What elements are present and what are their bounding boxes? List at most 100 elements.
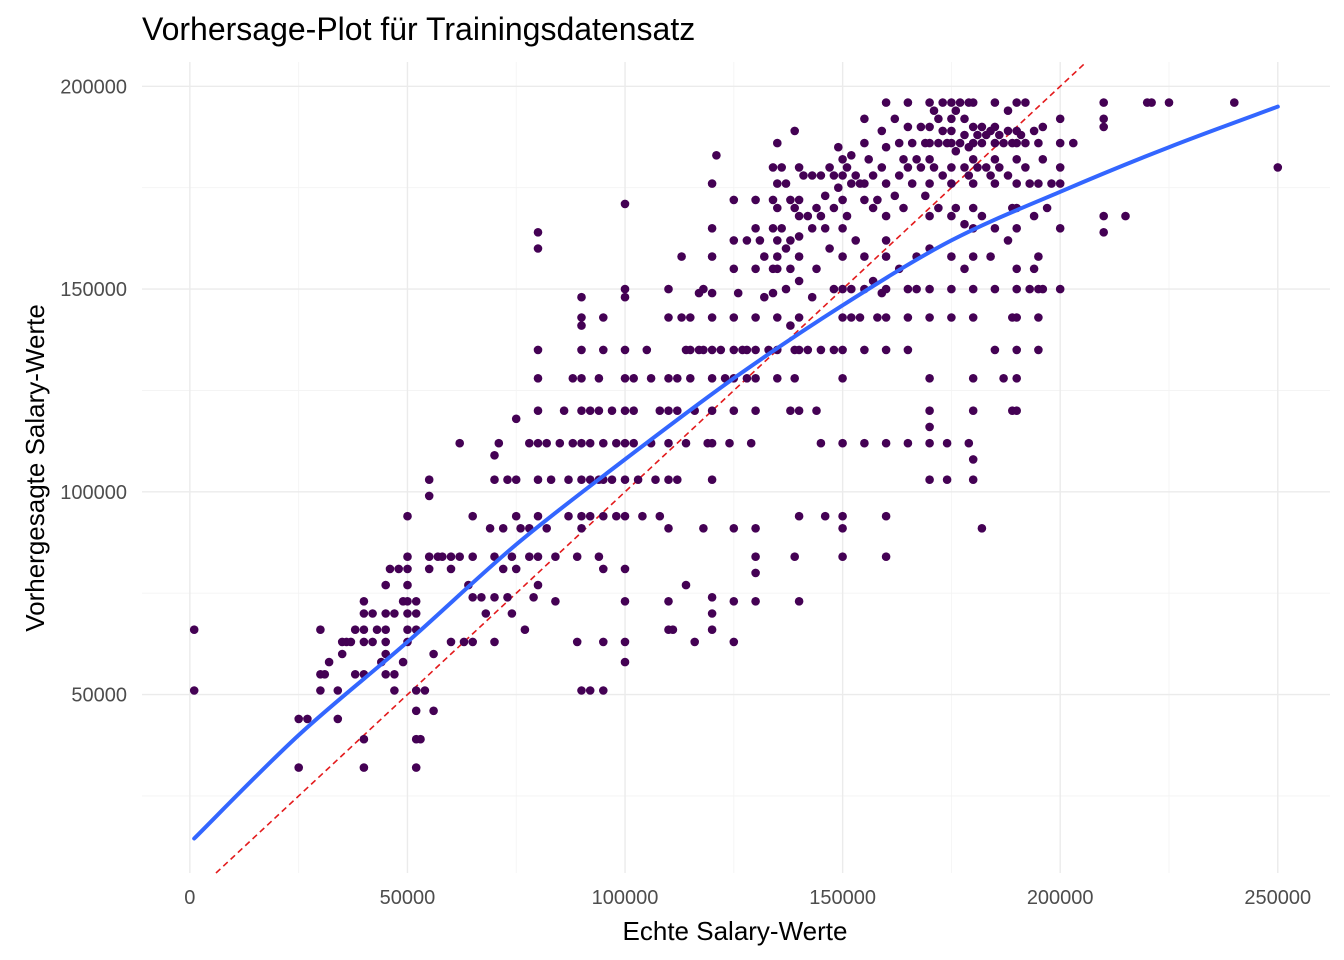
data-point: [803, 211, 813, 221]
data-point: [925, 422, 934, 432]
data-point: [359, 597, 369, 606]
data-point: [968, 475, 978, 485]
data-point: [677, 313, 686, 322]
data-point: [594, 552, 604, 561]
data-point: [947, 138, 956, 148]
data-point: [881, 98, 891, 107]
data-point: [947, 211, 956, 221]
data-point: [664, 597, 673, 606]
data-point: [468, 511, 478, 521]
data-point: [921, 191, 930, 201]
data-point: [912, 284, 921, 294]
data-point: [838, 284, 847, 294]
data-point: [968, 406, 978, 416]
data-point: [1012, 138, 1021, 148]
data-point: [968, 455, 978, 464]
data-point: [903, 284, 913, 294]
data-point: [816, 211, 826, 221]
data-point: [960, 264, 969, 274]
data-point: [751, 568, 760, 578]
data-point: [607, 475, 617, 485]
data-point: [794, 163, 804, 172]
data-point: [490, 593, 499, 602]
data-point: [1021, 163, 1030, 172]
data-point: [825, 244, 834, 253]
data-point: [1273, 163, 1283, 172]
data-point: [1012, 345, 1021, 355]
data-point: [664, 438, 673, 448]
data-point: [372, 625, 382, 634]
data-point: [320, 670, 330, 679]
data-point: [707, 625, 717, 634]
data-point: [424, 491, 434, 501]
data-point: [577, 524, 586, 533]
data-point: [681, 580, 691, 590]
data-point: [511, 475, 521, 485]
data-point: [986, 171, 995, 180]
data-point: [1034, 313, 1043, 322]
data-point: [951, 203, 961, 213]
data-point: [699, 284, 708, 294]
data-point: [503, 475, 512, 485]
data-point: [725, 438, 734, 448]
data-point: [533, 244, 543, 253]
data-point: [990, 155, 1000, 164]
data-point: [790, 126, 799, 136]
data-point: [829, 284, 839, 294]
data-point: [990, 284, 1000, 294]
data-point: [1055, 114, 1065, 124]
data-point: [620, 406, 630, 416]
data-point: [585, 406, 595, 416]
data-point: [851, 236, 860, 245]
data-point: [912, 155, 921, 164]
y-axis-title: Vorhergesagte Salary-Werte: [20, 304, 50, 632]
y-tick-label: 150000: [60, 279, 127, 301]
data-point: [838, 374, 847, 383]
data-point: [403, 597, 412, 606]
data-point: [881, 284, 891, 294]
data-point: [712, 151, 721, 160]
data-point: [947, 313, 956, 322]
data-point: [755, 236, 765, 245]
data-point: [894, 171, 904, 180]
data-point: [390, 609, 399, 618]
data-point: [860, 195, 869, 205]
data-point: [1003, 236, 1013, 245]
data-point: [868, 171, 878, 180]
data-point: [620, 374, 630, 383]
data-point: [938, 171, 947, 180]
data-point: [511, 564, 521, 574]
data-point: [951, 146, 961, 156]
data-point: [620, 475, 630, 485]
data-point: [620, 199, 630, 209]
data-point: [742, 236, 752, 245]
data-point: [655, 511, 665, 521]
data-point: [786, 236, 795, 245]
data-point: [381, 670, 391, 679]
data-point: [477, 593, 486, 602]
data-point: [490, 451, 499, 460]
data-point: [938, 98, 947, 107]
data-point: [881, 313, 891, 322]
data-point: [794, 345, 804, 355]
data-point: [594, 406, 604, 416]
data-point: [760, 292, 769, 302]
data-point: [498, 564, 508, 574]
data-point: [790, 203, 799, 213]
data-point: [411, 609, 421, 618]
data-point: [729, 345, 739, 355]
data-point: [751, 313, 760, 322]
data-point: [990, 224, 1000, 233]
data-point: [1021, 98, 1030, 107]
data-point: [751, 224, 760, 233]
data-point: [951, 106, 961, 115]
data-point: [742, 374, 752, 383]
data-point: [572, 637, 582, 647]
data-point: [620, 345, 630, 355]
data-point: [707, 288, 717, 298]
data-point: [751, 524, 760, 533]
data-point: [585, 438, 595, 448]
data-point: [525, 552, 534, 561]
data-point: [1003, 106, 1013, 115]
data-point: [925, 155, 934, 164]
